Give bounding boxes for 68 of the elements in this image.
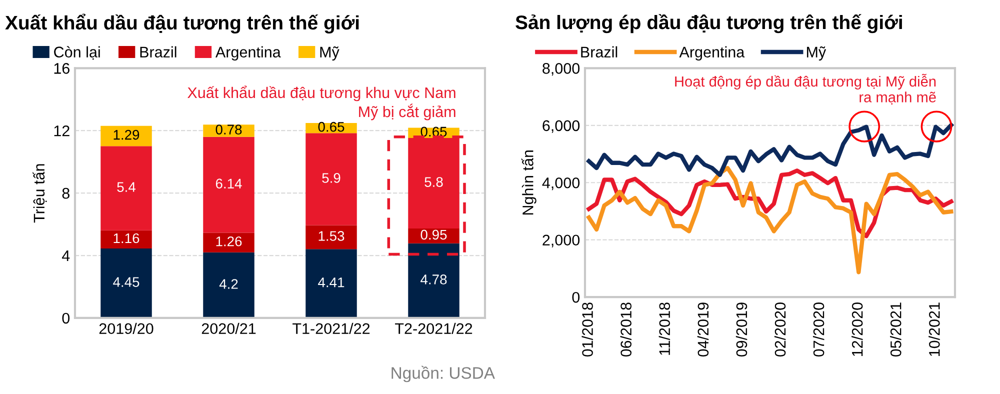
bar	[408, 228, 460, 244]
data-label: 4.45	[113, 277, 140, 287]
x-tick-label: 10/2021	[928, 302, 940, 356]
text: Nguồn: USDA	[392, 366, 495, 382]
data-label: 4.78	[420, 274, 447, 284]
data-label: 4.41	[318, 278, 344, 288]
data-label: 1.26	[216, 236, 242, 246]
x-tick-label: 02/2020	[774, 302, 786, 357]
x-tick-label: 01/2018	[582, 302, 593, 357]
data-label: 1.16	[114, 233, 140, 244]
bar	[203, 252, 254, 318]
y-tick-label: 4	[62, 250, 70, 262]
annotation: Hoạt động ép dầu đậu tương tại Mỹ diễn ra mạnh mẽ	[675, 74, 936, 104]
chart-title: Xuất khẩu dầu đậu tương trên thế giới	[5, 14, 359, 34]
bar	[306, 225, 357, 250]
data-label: 0.95	[420, 230, 447, 240]
x-tick-label: 06/2018	[620, 302, 632, 357]
x-tick-label: 11/2018	[658, 302, 670, 355]
x-tick-label: 2020/21	[202, 322, 256, 334]
legend-label: Brazil	[140, 46, 176, 58]
bar	[100, 230, 152, 248]
bar	[100, 248, 152, 318]
y-tick-label: 0	[572, 292, 580, 303]
legend-label: Brazil	[581, 46, 618, 58]
data-label: 1.29	[114, 130, 140, 140]
y-tick-label: 4,000	[542, 177, 580, 190]
x-tick-label: 09/2019	[736, 302, 748, 357]
legend-label: Còn lại	[54, 46, 100, 60]
data-label: 4.2	[219, 279, 238, 289]
bar	[100, 126, 152, 146]
legend-label: Argentina	[679, 46, 745, 61]
bar	[306, 249, 357, 318]
y-tick-label: 0	[62, 312, 70, 324]
x-tick-label: 2019/20	[99, 322, 154, 334]
x-tick-label: 07/2020	[812, 302, 824, 357]
data-label: 0.78	[216, 124, 242, 134]
y-tick-label: 8	[62, 188, 70, 199]
x-tick-label: T2-2021/22	[395, 322, 472, 334]
chart-title: Sản lượng ép dầu đậu tương trên thế giới	[516, 14, 902, 34]
x-tick-label: 12/2020	[852, 302, 863, 356]
legend-label: Mỹ	[806, 46, 826, 61]
data-label: 5.8	[424, 177, 443, 187]
line-series	[586, 166, 954, 274]
data-label: 6.14	[216, 178, 242, 189]
bar	[408, 243, 460, 318]
bar	[203, 136, 254, 233]
legend-label: Argentina	[215, 46, 281, 61]
y-tick-label: 6,000	[542, 120, 580, 133]
data-label: 1.53	[318, 231, 344, 241]
bar	[306, 133, 357, 226]
annotation: Xuất khẩu dầu đậu tương khu vực Nam Mỹ bị cắt giảm	[188, 86, 456, 120]
x-tick-label: 04/2019	[697, 302, 709, 357]
bar	[203, 124, 254, 137]
bar	[408, 138, 460, 228]
legend-label: Mỹ	[320, 46, 340, 61]
y-tick-label: 8,000	[542, 63, 580, 76]
y-tick-label: 2,000	[542, 234, 580, 248]
y-tick-label: 12	[54, 125, 70, 136]
data-label: 5.4	[117, 182, 136, 192]
data-label: 0.65	[318, 122, 344, 132]
x-tick-label: T1-2021/22	[292, 322, 370, 334]
x-tick-label: 05/2021	[890, 302, 902, 357]
data-label: 5.9	[322, 173, 340, 183]
bar	[100, 146, 152, 230]
y-tick-label: 16	[54, 63, 70, 74]
y-axis-title: Nghìn tấn	[521, 150, 536, 214]
y-axis-title: Triệu tấn	[32, 164, 47, 223]
bar	[203, 232, 254, 252]
